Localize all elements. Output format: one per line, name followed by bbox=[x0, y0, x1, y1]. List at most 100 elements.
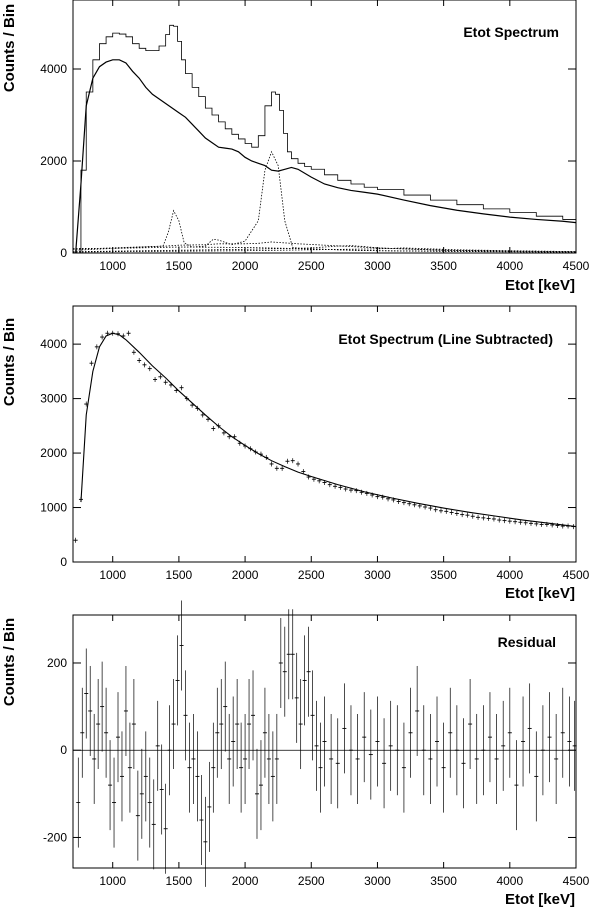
data-point bbox=[314, 700, 319, 791]
x-axis-title: Etot [keV] bbox=[505, 891, 575, 908]
data-point bbox=[92, 713, 97, 804]
data-point bbox=[274, 465, 279, 471]
data-point bbox=[423, 504, 428, 510]
x-tick-label: 2000 bbox=[232, 259, 259, 273]
y-tick-label: 2000 bbox=[40, 154, 67, 168]
data-point bbox=[163, 783, 168, 874]
data-point bbox=[481, 515, 486, 521]
chart-title: Etot Spectrum bbox=[463, 24, 559, 40]
data-point bbox=[540, 705, 545, 796]
data-point bbox=[227, 713, 232, 804]
data-point bbox=[153, 377, 158, 383]
data-point bbox=[494, 713, 499, 804]
data-point bbox=[195, 405, 200, 411]
data-point bbox=[513, 519, 518, 525]
data-point bbox=[112, 757, 117, 848]
x-tick-label: 2000 bbox=[232, 874, 259, 888]
data-point bbox=[555, 523, 560, 529]
data-point bbox=[407, 501, 412, 507]
data-point bbox=[274, 713, 279, 804]
data-point bbox=[258, 451, 263, 457]
y-tick-label: 4000 bbox=[40, 62, 67, 76]
data-point bbox=[454, 511, 459, 517]
data-point bbox=[348, 705, 353, 796]
data-point bbox=[544, 521, 549, 527]
data-point bbox=[514, 740, 519, 831]
data-point bbox=[572, 700, 577, 791]
data-point bbox=[243, 713, 248, 804]
data-point bbox=[147, 366, 152, 372]
data-point bbox=[486, 515, 491, 521]
x-tick-label: 4000 bbox=[496, 259, 523, 273]
data-point bbox=[327, 482, 332, 488]
data-point bbox=[441, 722, 446, 813]
data-point bbox=[290, 609, 295, 700]
data-point bbox=[100, 334, 105, 340]
data-point bbox=[184, 396, 189, 402]
data-point bbox=[474, 713, 479, 804]
data-point bbox=[560, 687, 565, 778]
data-point bbox=[342, 683, 347, 774]
x-tick-label: 4500 bbox=[563, 259, 590, 273]
data-point bbox=[235, 679, 240, 770]
data-point bbox=[468, 679, 473, 770]
data-point bbox=[560, 523, 565, 529]
fit-curve bbox=[80, 332, 577, 528]
data-point bbox=[362, 692, 367, 783]
data-point bbox=[438, 508, 443, 514]
data-point bbox=[534, 731, 539, 822]
data-point bbox=[294, 652, 299, 743]
data-point bbox=[199, 775, 204, 866]
data-point bbox=[306, 626, 311, 717]
series-line-step bbox=[75, 24, 577, 254]
x-tick-label: 3500 bbox=[430, 259, 457, 273]
y-axis-title: Counts / Bin bbox=[1, 318, 18, 406]
data-point bbox=[191, 713, 196, 804]
data-point bbox=[76, 757, 81, 848]
data-point bbox=[216, 423, 221, 429]
y-tick-label: 2000 bbox=[40, 446, 67, 460]
y-axis-title: Counts / Bin bbox=[1, 4, 18, 92]
data-point bbox=[444, 508, 449, 514]
data-point bbox=[243, 443, 248, 449]
data-point bbox=[421, 705, 426, 796]
data-point bbox=[476, 514, 481, 520]
x-tick-label: 2500 bbox=[298, 568, 325, 582]
data-point bbox=[454, 705, 459, 796]
series-line-dotted bbox=[72, 245, 577, 253]
x-axis-title: Etot [keV] bbox=[505, 585, 575, 602]
data-point bbox=[215, 687, 220, 778]
data-point bbox=[355, 713, 360, 804]
data-point bbox=[375, 696, 380, 787]
data-point bbox=[502, 518, 507, 524]
data-point bbox=[232, 434, 237, 440]
data-point bbox=[135, 770, 140, 861]
data-point bbox=[126, 330, 131, 336]
series-line-dotted bbox=[72, 247, 577, 253]
series-line-solid bbox=[75, 59, 577, 254]
data-point bbox=[89, 360, 94, 366]
y-tick-label: 1000 bbox=[40, 501, 67, 515]
data-point bbox=[401, 500, 406, 506]
data-point bbox=[269, 461, 274, 467]
data-point bbox=[386, 496, 391, 502]
y-tick-label: -200 bbox=[43, 830, 67, 844]
data-point bbox=[88, 665, 93, 756]
x-tick-label: 2000 bbox=[232, 568, 259, 582]
data-point bbox=[137, 357, 142, 363]
data-point bbox=[448, 687, 453, 778]
data-point bbox=[151, 779, 156, 870]
data-point bbox=[183, 670, 188, 761]
data-point bbox=[547, 692, 552, 783]
data-point bbox=[163, 379, 168, 385]
data-point bbox=[449, 509, 454, 515]
data-point bbox=[527, 683, 532, 774]
data-point bbox=[239, 722, 244, 813]
data-point bbox=[348, 487, 353, 493]
x-tick-label: 1500 bbox=[166, 874, 193, 888]
data-point bbox=[223, 661, 228, 752]
data-point bbox=[179, 600, 184, 691]
data-point bbox=[415, 665, 420, 756]
x-tick-label: 1500 bbox=[166, 259, 193, 273]
